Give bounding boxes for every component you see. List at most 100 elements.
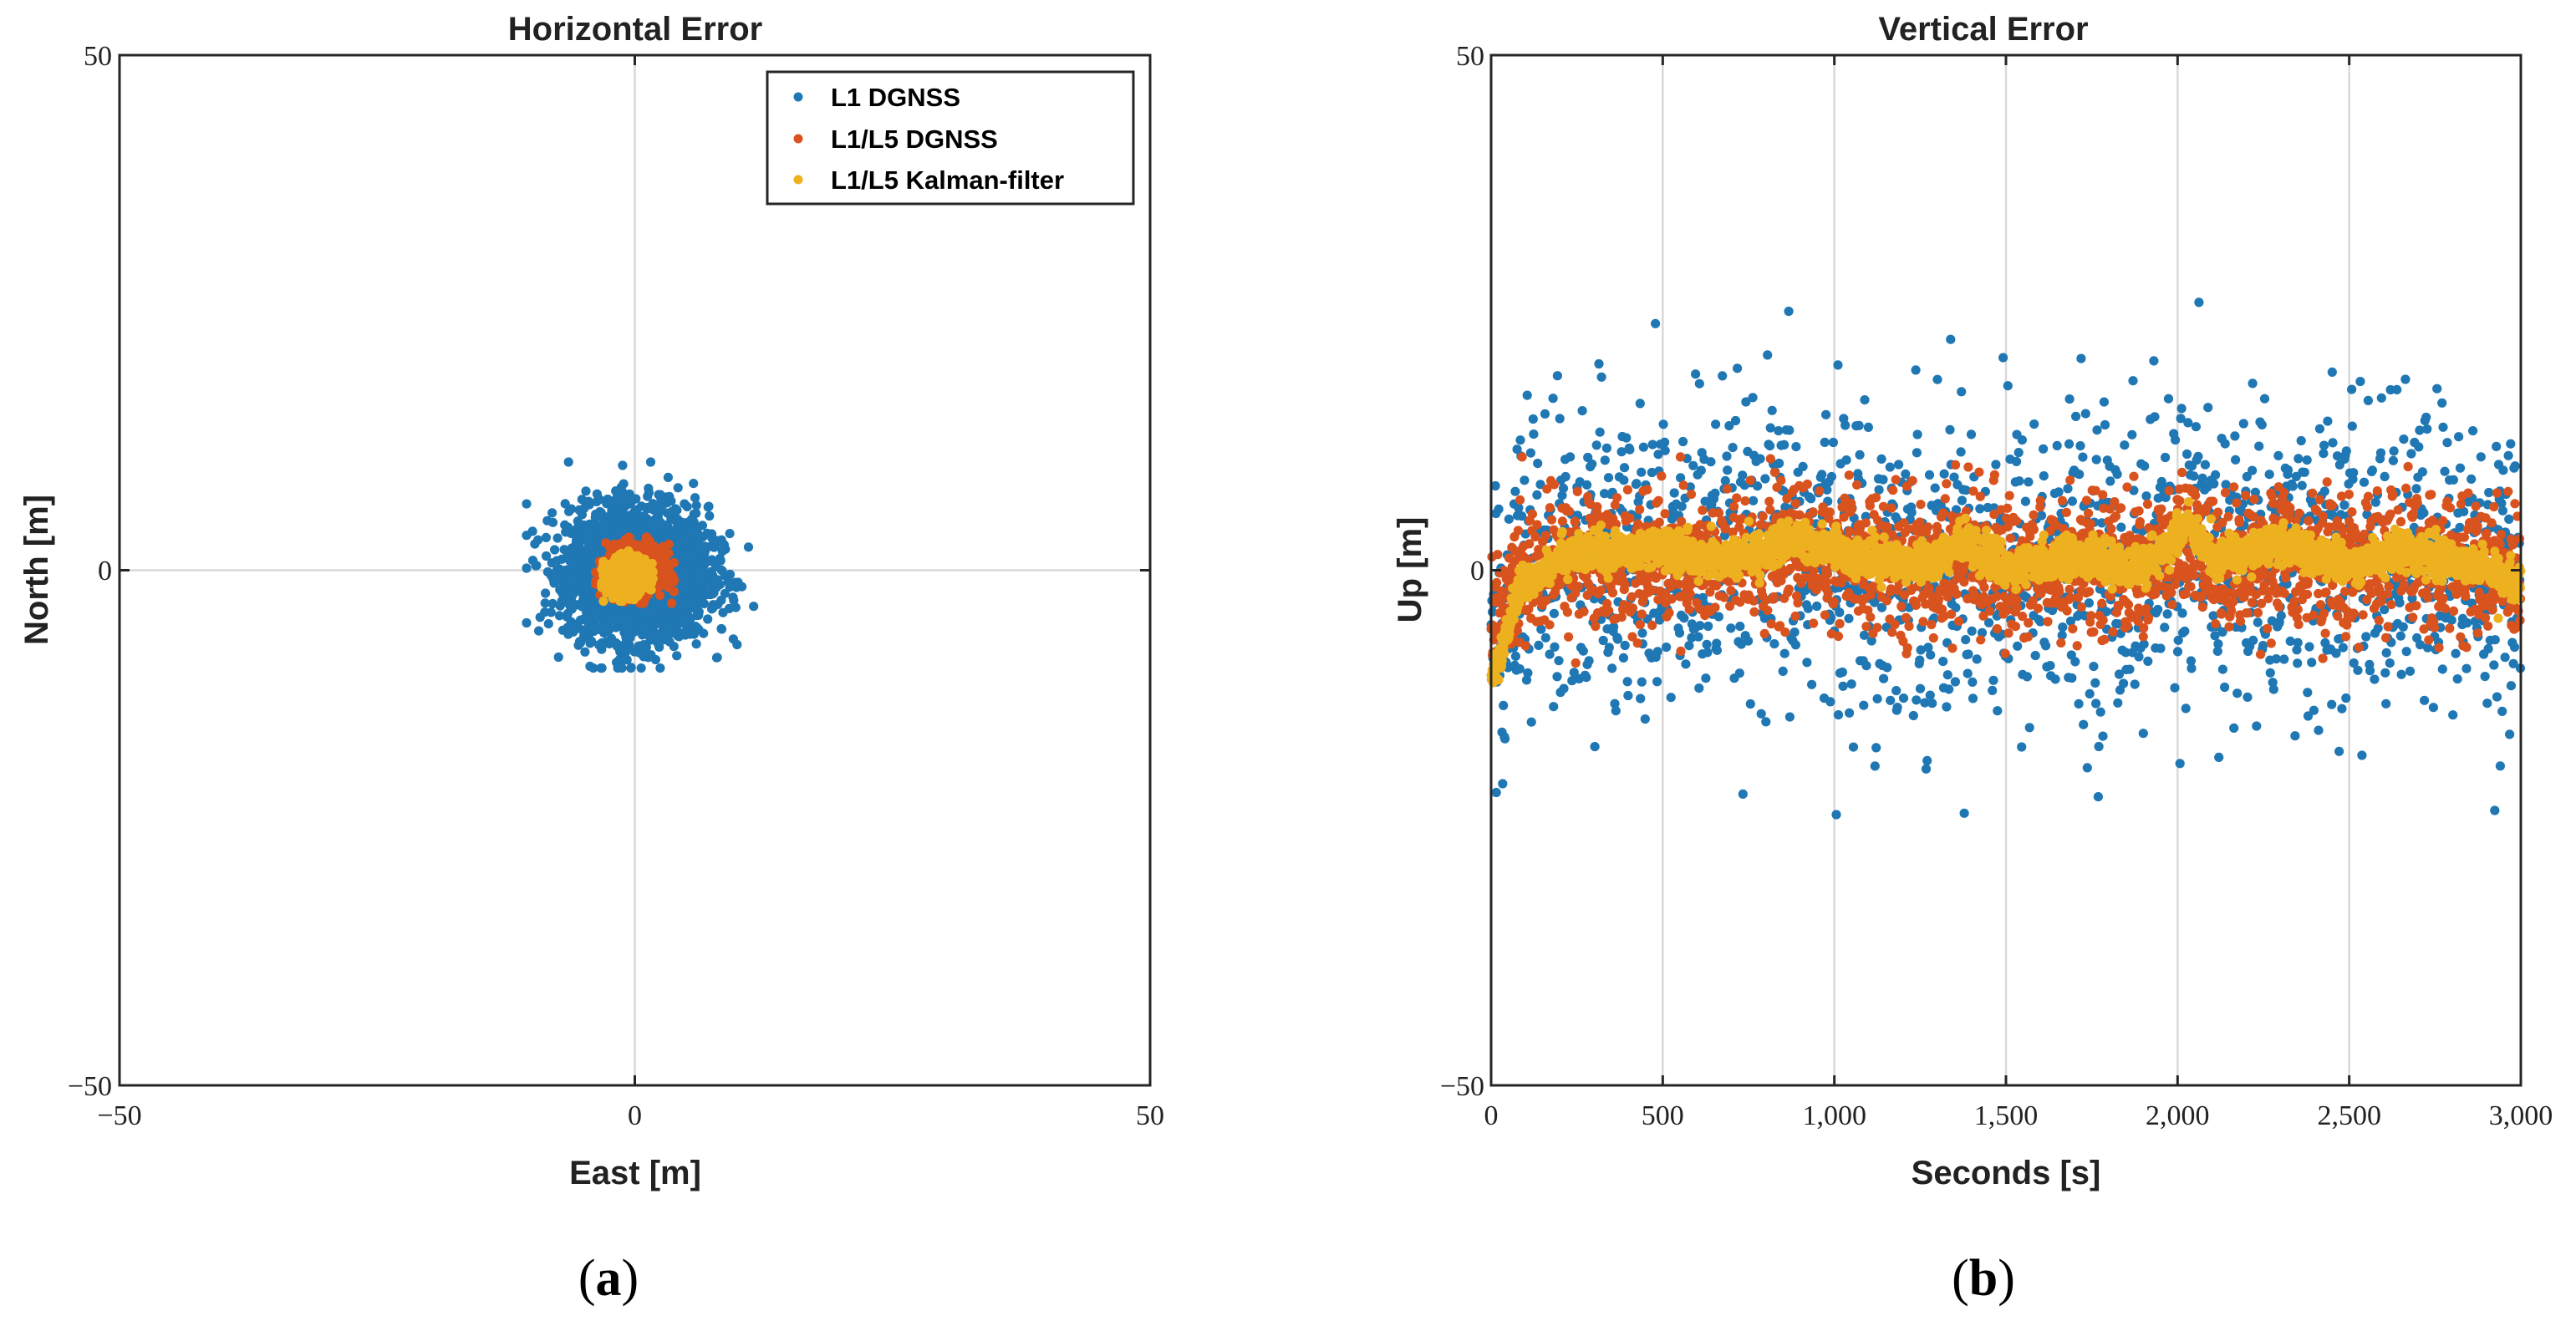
- chart-a-point: [649, 612, 659, 622]
- chart-b-point: [1812, 601, 1822, 612]
- chart-a-point: [632, 505, 642, 515]
- chart-b-point: [1590, 742, 1600, 752]
- chart-a-point: [691, 500, 701, 511]
- chart-b-point: [1860, 395, 1870, 405]
- chart-a-point: [563, 622, 573, 632]
- chart-b-point: [1619, 463, 1630, 473]
- chart-b-point: [1666, 693, 1676, 703]
- chart-b-point: [1957, 495, 1967, 505]
- chart-a-point: [662, 559, 673, 569]
- chart-b-point: [2092, 425, 2102, 435]
- chart-a-point: [550, 545, 560, 555]
- chart-b-point: [1837, 667, 1847, 678]
- chart-b-point: [1660, 445, 1670, 455]
- chart-a-point: [625, 632, 635, 643]
- chart-b-point: [1821, 409, 1831, 419]
- chart-b-point: [1552, 672, 1562, 682]
- chart-a-point: [604, 574, 614, 585]
- chart-a-point: [694, 578, 705, 588]
- chart-a-point: [564, 506, 574, 516]
- chart-b-point: [1844, 613, 1854, 623]
- chart-b-point: [1988, 675, 1998, 685]
- chart-a-point: [567, 543, 577, 553]
- legend-marker-l1-dgnss: [793, 92, 803, 102]
- chart-b-point: [1578, 646, 1588, 656]
- chart-b-point: [1684, 641, 1694, 651]
- chart-b-point: [1761, 717, 1771, 727]
- chart-b-point: [1500, 734, 1510, 744]
- chart-b-point: [2017, 742, 2027, 752]
- chart-a-point: [573, 523, 583, 533]
- chart-b-point: [1596, 372, 1606, 382]
- chart-b-point: [1932, 374, 1942, 384]
- chart-a-point: [566, 575, 576, 585]
- chart-b-point: [1802, 658, 1812, 668]
- chart-b-point: [1718, 371, 1728, 381]
- chart-b-point: [1925, 690, 1935, 700]
- chart-b-point: [1915, 655, 1925, 665]
- chart-b-point: [1601, 443, 1611, 453]
- chart-b-point: [2071, 411, 2081, 421]
- chart-a-title: Horizontal Error: [508, 11, 762, 48]
- chart-a-point: [522, 499, 532, 509]
- chart-b-point: [1863, 422, 1873, 432]
- chart-b-point: [1841, 455, 1851, 465]
- chart-a-point: [743, 542, 754, 552]
- chart-b-point: [1522, 390, 1532, 400]
- chart-b-point: [1504, 514, 1514, 524]
- chart-b-point: [2012, 456, 2022, 467]
- chart-b-point: [1848, 742, 1859, 752]
- chart-b-point: [1942, 670, 1952, 680]
- chart-b-point: [1885, 462, 1895, 472]
- chart-b-point: [1975, 504, 1985, 514]
- chart-b-point: [1921, 764, 1932, 774]
- chart-b-point: [2030, 651, 2040, 661]
- chart-b-point: [1938, 657, 1948, 667]
- chart-a-point: [663, 472, 674, 483]
- chart-a-point: [645, 457, 656, 467]
- chart-b-point: [1652, 647, 1662, 657]
- chart-b-point: [2085, 688, 2095, 699]
- chart-b-point: [1950, 677, 1960, 687]
- chart-b-point: [1499, 700, 1509, 711]
- chart-b-point: [2138, 729, 2148, 739]
- chart-b-point: [1878, 475, 1888, 485]
- chart-b-point: [1861, 661, 1871, 671]
- chart-b-point: [1831, 810, 1841, 820]
- chart-b-point: [2079, 719, 2089, 729]
- chart-a-xtick-0: −50: [97, 1100, 141, 1131]
- chart-a-point: [630, 558, 640, 568]
- chart-b-point: [1755, 454, 1765, 464]
- chart-b-point: [1728, 443, 1738, 453]
- chart-b-point: [1693, 632, 1703, 642]
- chart-a-point: [695, 567, 705, 577]
- chart-b-point: [2134, 652, 2144, 662]
- chart-a-point: [616, 525, 627, 535]
- chart-b-point: [1565, 452, 1576, 462]
- chart-b-point: [1968, 693, 1978, 704]
- chart-a-xtick-2: 50: [1136, 1100, 1164, 1131]
- chart-b-point: [1600, 455, 1610, 465]
- legend-label-l1-dgnss: L1 DGNSS: [831, 83, 960, 112]
- chart-b-point: [1779, 439, 1789, 450]
- chart-b-point: [2116, 522, 2126, 532]
- chart-b-point: [1871, 743, 1881, 753]
- chart-b-point: [2064, 394, 2075, 404]
- chart-b-point: [1632, 479, 1642, 489]
- chart-a-point: [583, 612, 593, 622]
- chart-b-point: [1924, 470, 1935, 480]
- chart-b-point: [1963, 649, 1973, 659]
- chart-b-point: [2036, 511, 2047, 521]
- chart-a-xtick-1: 0: [628, 1100, 642, 1131]
- chart-a-point: [624, 605, 634, 615]
- chart-b-point: [1711, 419, 1721, 429]
- chart-b-point: [2119, 678, 2129, 688]
- chart-a-point: [591, 509, 601, 520]
- chart-a-point: [535, 612, 545, 622]
- chart-a-point: [553, 572, 563, 582]
- chart-b-point: [1637, 677, 1647, 687]
- chart-b-point: [2050, 674, 2060, 684]
- chart-b-point: [1604, 643, 1614, 653]
- chart-b-point: [1922, 755, 1932, 766]
- chart-a-point: [732, 639, 742, 650]
